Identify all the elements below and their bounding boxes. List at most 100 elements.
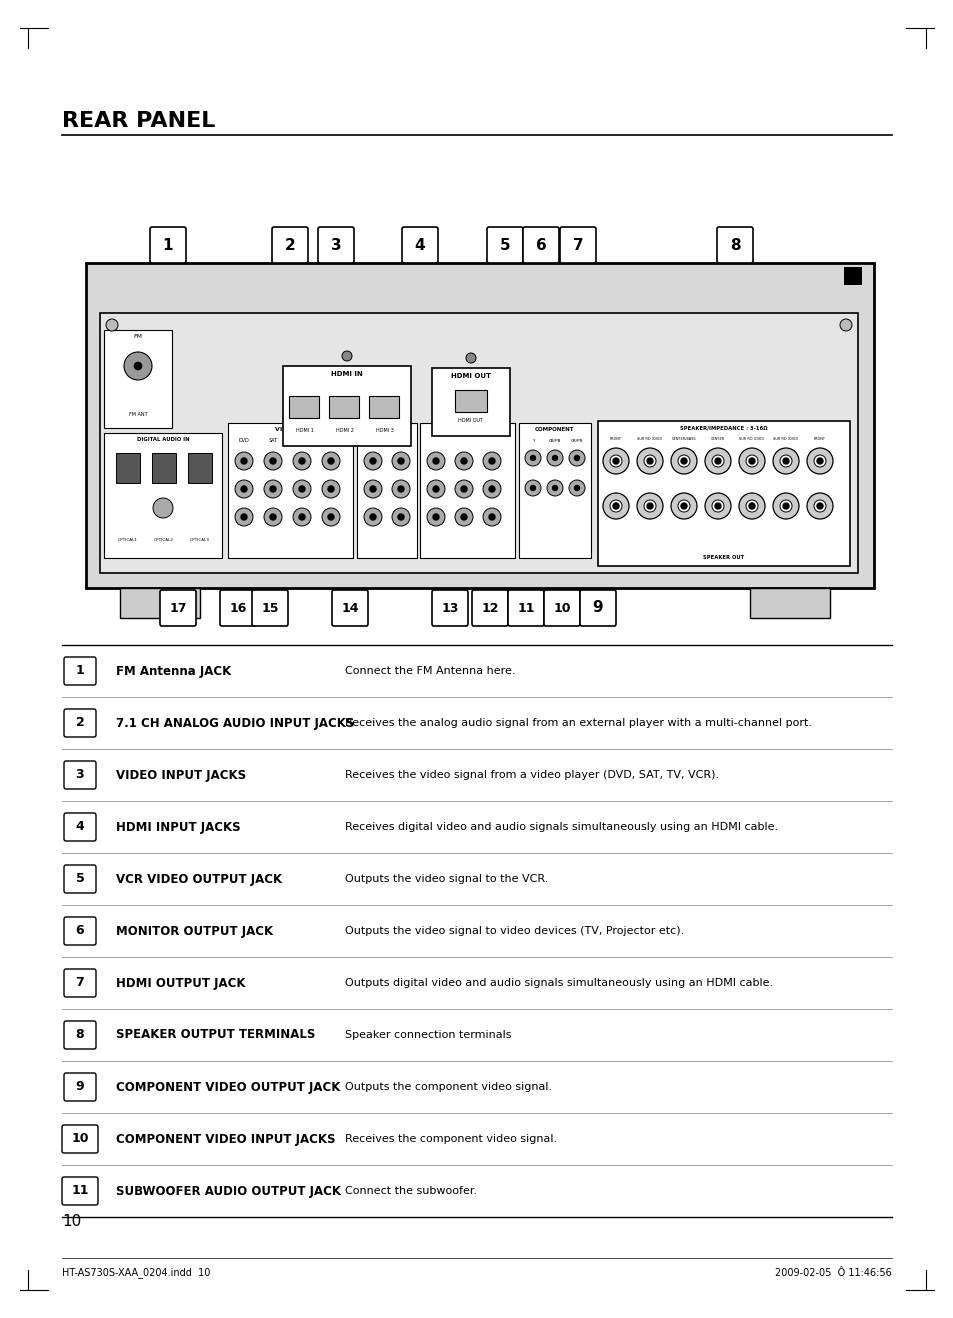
Text: Receives the analog audio signal from an external player with a multi-channel po: Receives the analog audio signal from an…: [345, 718, 811, 728]
Circle shape: [680, 457, 686, 464]
Text: 2009-02-05  Ô 11:46:56: 2009-02-05 Ô 11:46:56: [775, 1268, 891, 1278]
Text: Connect the subwoofer.: Connect the subwoofer.: [345, 1186, 476, 1195]
Circle shape: [670, 493, 697, 519]
Text: COMPONENT: COMPONENT: [535, 427, 574, 432]
Circle shape: [782, 457, 788, 464]
Circle shape: [124, 352, 152, 380]
Text: SUR RD (DVD): SUR RD (DVD): [739, 438, 764, 442]
FancyBboxPatch shape: [486, 227, 522, 264]
Circle shape: [772, 448, 799, 474]
Circle shape: [465, 353, 476, 362]
Text: 12: 12: [480, 601, 498, 614]
Text: 3: 3: [75, 768, 84, 782]
Bar: [86, 264, 873, 588]
Text: DVD: DVD: [238, 439, 249, 443]
Text: FRONT: FRONT: [609, 438, 621, 442]
Bar: [116, 453, 140, 482]
Text: Outputs the video signal to video devices (TV, Projector etc).: Outputs the video signal to video device…: [345, 927, 683, 936]
Circle shape: [552, 485, 557, 490]
Text: HDMI 3: HDMI 3: [375, 428, 394, 434]
Text: SUBWOOFER AUDIO OUTPUT JACK: SUBWOOFER AUDIO OUTPUT JACK: [116, 1185, 340, 1198]
Circle shape: [613, 503, 618, 509]
Text: 10: 10: [71, 1132, 89, 1145]
Text: 8: 8: [729, 237, 740, 253]
Text: OPTICAL3: OPTICAL3: [190, 538, 210, 542]
Circle shape: [392, 480, 410, 498]
FancyBboxPatch shape: [64, 1073, 96, 1101]
FancyBboxPatch shape: [62, 1177, 98, 1205]
FancyBboxPatch shape: [252, 590, 288, 626]
Circle shape: [460, 486, 467, 492]
Text: SPEAKER/IMPEDANCE : 3-16Ω: SPEAKER/IMPEDANCE : 3-16Ω: [679, 424, 767, 430]
Circle shape: [646, 503, 652, 509]
Text: Y: Y: [531, 439, 534, 443]
Text: FM Antenna JACK: FM Antenna JACK: [116, 664, 231, 677]
Circle shape: [370, 457, 375, 464]
Circle shape: [816, 503, 822, 509]
Text: 5: 5: [75, 873, 84, 886]
FancyBboxPatch shape: [64, 813, 96, 841]
Circle shape: [602, 448, 628, 474]
Circle shape: [609, 455, 621, 467]
Bar: [598, 420, 849, 565]
Text: CB/PB: CB/PB: [548, 439, 560, 443]
Circle shape: [455, 452, 473, 471]
Circle shape: [524, 480, 540, 496]
Circle shape: [397, 457, 403, 464]
Circle shape: [270, 514, 275, 521]
Text: 10: 10: [553, 601, 570, 614]
Bar: [289, 395, 318, 418]
Circle shape: [482, 507, 500, 526]
Circle shape: [782, 503, 788, 509]
Text: 7: 7: [75, 977, 84, 990]
Circle shape: [234, 452, 253, 471]
Circle shape: [574, 456, 578, 460]
Text: 4: 4: [75, 821, 84, 833]
Bar: [419, 423, 515, 558]
Text: Receives the video signal from a video player (DVD, SAT, TV, VCR).: Receives the video signal from a video p…: [345, 770, 719, 780]
Circle shape: [813, 455, 825, 467]
Text: COMPONENT VIDEO INPUT JACKS: COMPONENT VIDEO INPUT JACKS: [116, 1132, 335, 1145]
Text: DIGITAL AUDIO IN: DIGITAL AUDIO IN: [136, 438, 189, 442]
Circle shape: [341, 351, 352, 361]
Circle shape: [714, 503, 720, 509]
Circle shape: [433, 514, 438, 521]
Bar: [369, 395, 398, 418]
Circle shape: [678, 500, 689, 511]
Circle shape: [704, 493, 730, 519]
FancyBboxPatch shape: [559, 227, 596, 264]
Circle shape: [489, 457, 495, 464]
Circle shape: [392, 452, 410, 471]
Circle shape: [293, 452, 311, 471]
Circle shape: [322, 507, 339, 526]
Circle shape: [806, 493, 832, 519]
Text: VCR: VCR: [368, 439, 377, 443]
Circle shape: [427, 507, 444, 526]
Bar: [843, 268, 862, 285]
Bar: [188, 453, 212, 482]
Text: 7.1 CH ANALOG AUDIO INPUT JACKS: 7.1 CH ANALOG AUDIO INPUT JACKS: [116, 717, 354, 729]
Text: HDMI 2: HDMI 2: [335, 428, 354, 434]
Text: CR/PR: CR/PR: [570, 439, 582, 443]
Text: SPEAKER OUTPUT TERMINALS: SPEAKER OUTPUT TERMINALS: [116, 1028, 315, 1041]
Circle shape: [328, 457, 334, 464]
Text: 1: 1: [75, 664, 84, 677]
Circle shape: [670, 448, 697, 474]
Circle shape: [613, 457, 618, 464]
Circle shape: [460, 514, 467, 521]
Circle shape: [241, 457, 247, 464]
Circle shape: [392, 507, 410, 526]
FancyBboxPatch shape: [64, 917, 96, 945]
FancyBboxPatch shape: [522, 227, 558, 264]
Circle shape: [264, 480, 282, 498]
Text: 3: 3: [331, 237, 341, 253]
Circle shape: [270, 486, 275, 492]
Bar: [228, 423, 353, 558]
Text: 5: 5: [499, 237, 510, 253]
Circle shape: [780, 455, 791, 467]
Text: HDMI OUTPUT JACK: HDMI OUTPUT JACK: [116, 977, 245, 990]
FancyBboxPatch shape: [64, 865, 96, 894]
Bar: [100, 312, 857, 573]
Bar: [104, 330, 172, 428]
Circle shape: [711, 455, 723, 467]
